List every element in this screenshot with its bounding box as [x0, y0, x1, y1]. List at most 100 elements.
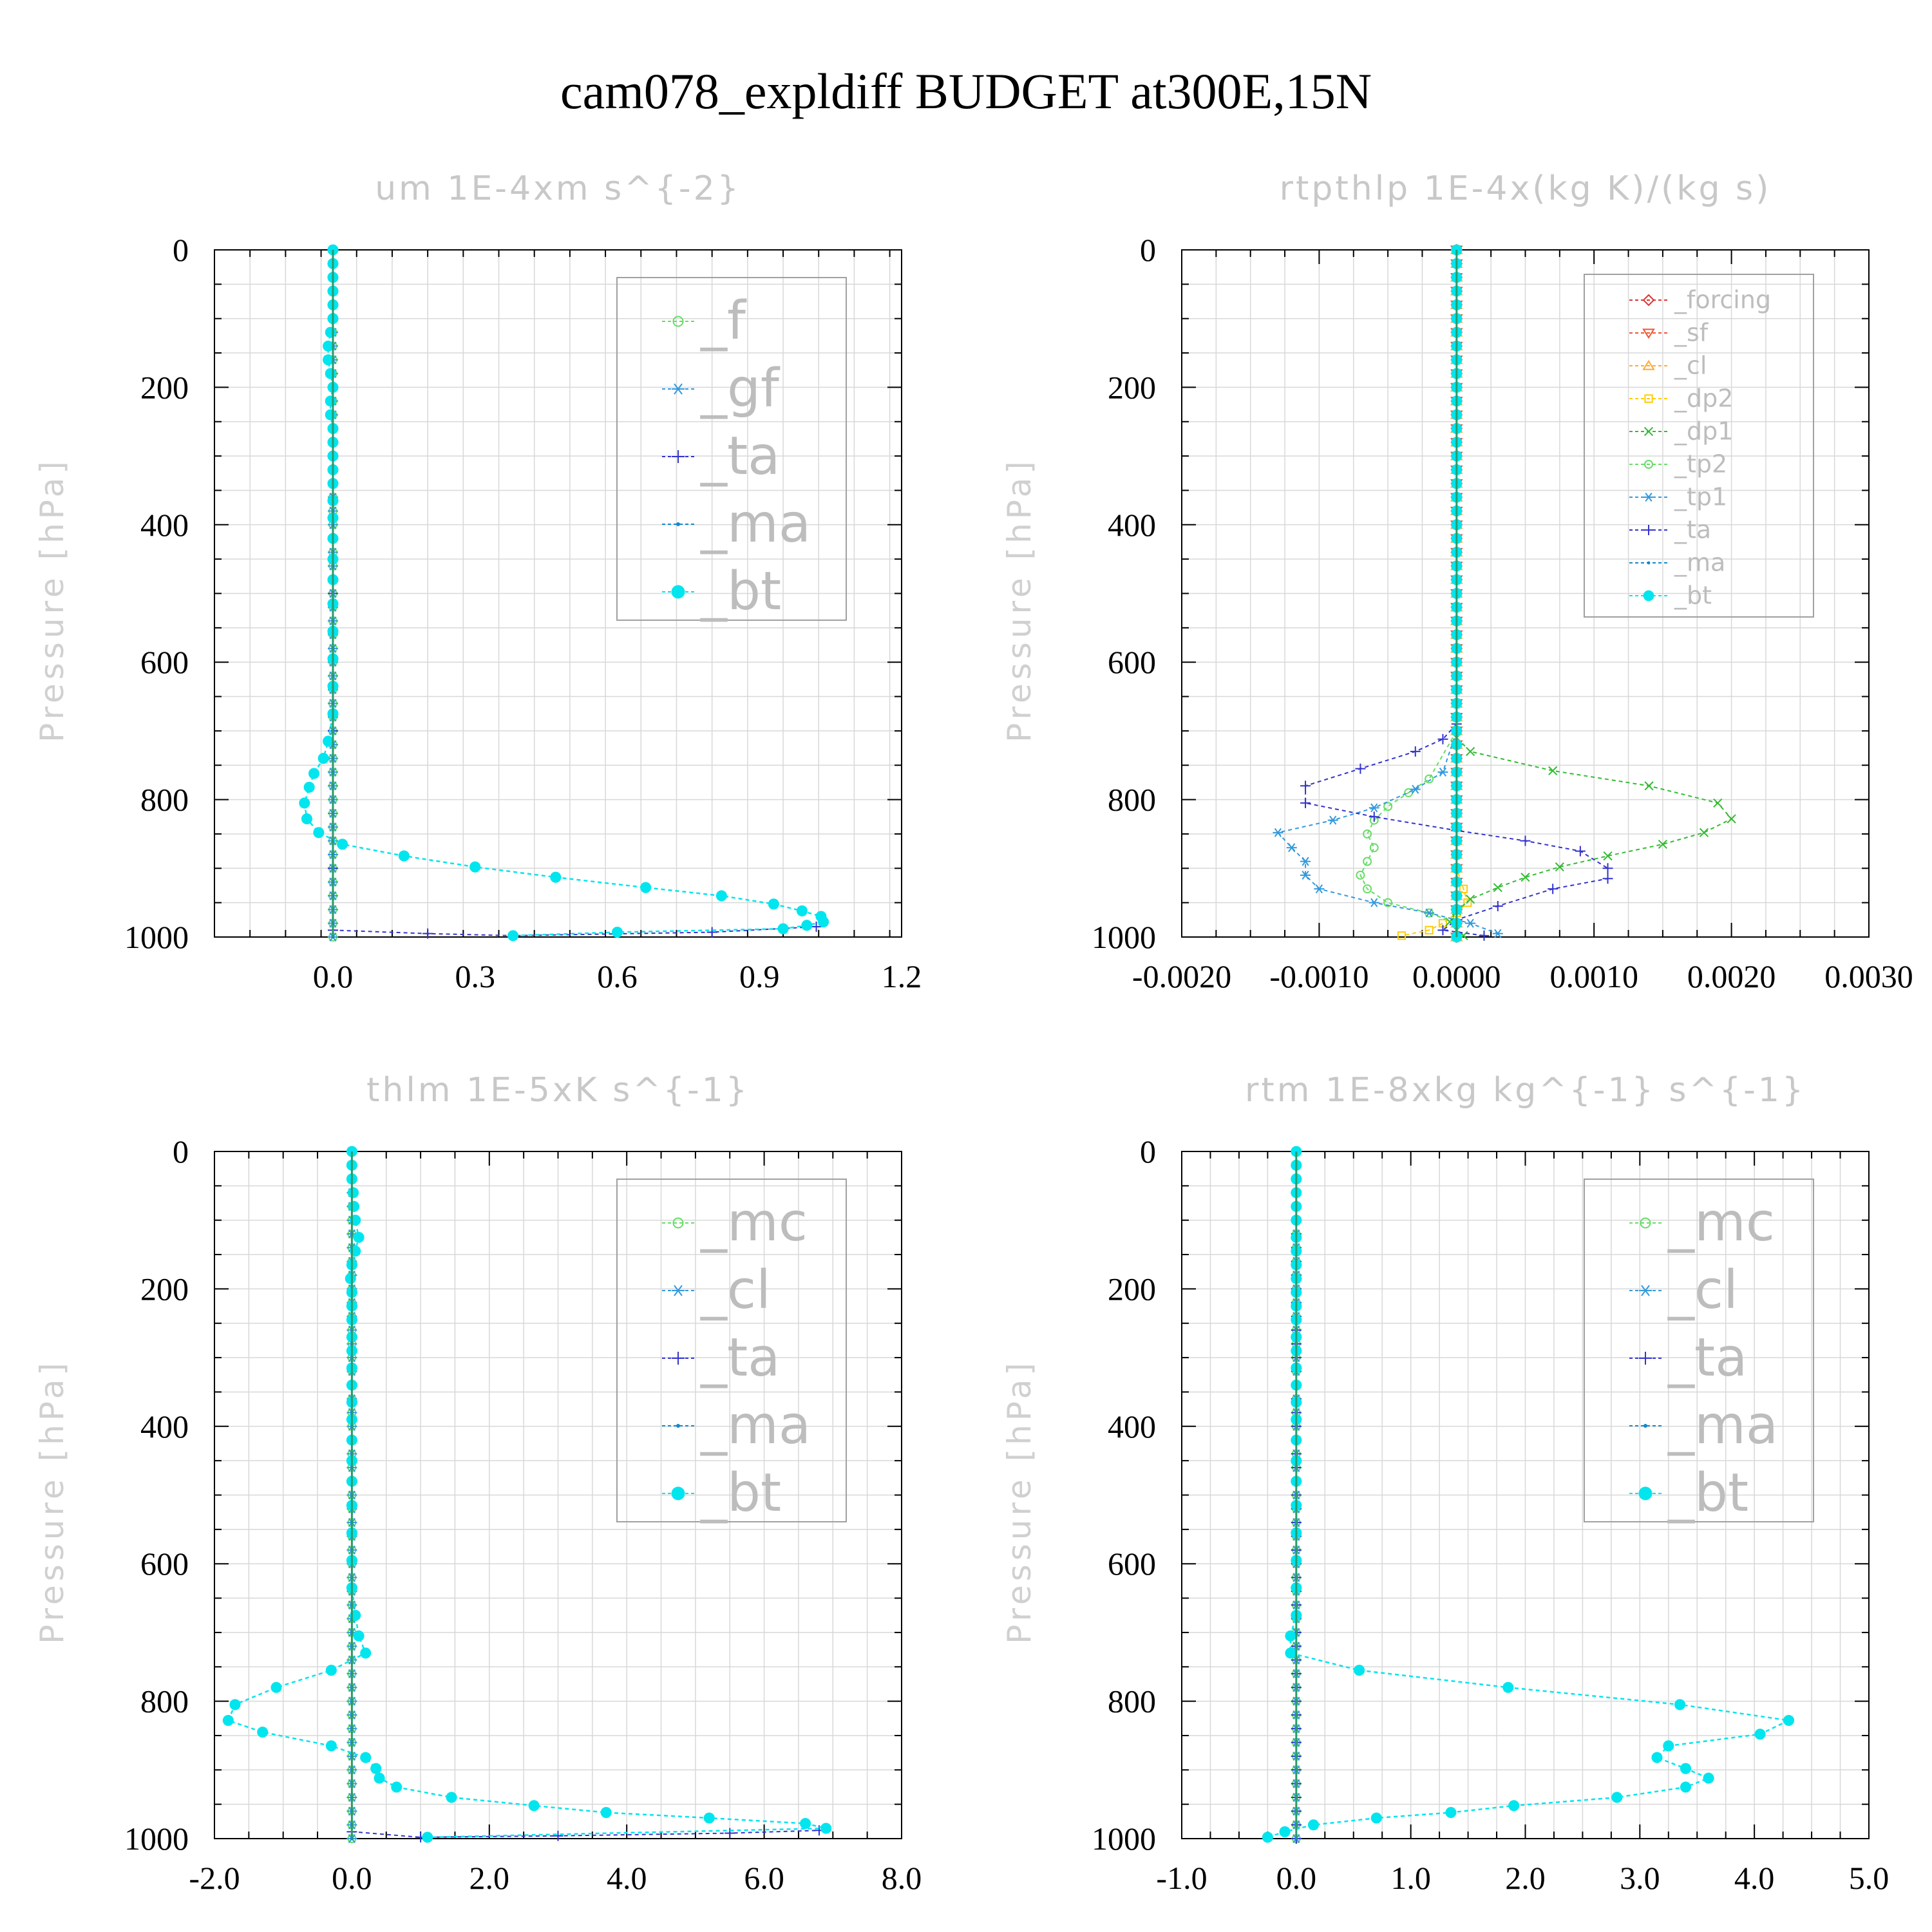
x-tick-label: 0.0000 [1412, 958, 1501, 994]
y-tick-label: 400 [140, 1408, 189, 1444]
data-point [1355, 763, 1366, 774]
data-point [640, 882, 652, 893]
data-point [1548, 766, 1558, 775]
legend-entry: _tp1 [1629, 483, 1727, 511]
x-tick-label: 0.9 [739, 958, 780, 994]
legend: _mc _cl_ta _ma _bt [1584, 1179, 1814, 1524]
y-tick-label: 0 [173, 232, 189, 268]
data-point [768, 898, 779, 910]
data-point [800, 1817, 811, 1830]
y-tick-label: 200 [1108, 1271, 1156, 1307]
legend-entry: _f [662, 290, 747, 352]
data-point [1466, 746, 1475, 757]
legend-label: _bt [700, 561, 781, 622]
data-point [1300, 781, 1311, 791]
data-point [1437, 767, 1448, 777]
y-axis-label: Pressure [hPa] [33, 1359, 71, 1644]
legend-label: _ta [1667, 1327, 1747, 1388]
legend-label: _dp1 [1674, 417, 1733, 446]
legend-entry: _ta [662, 426, 780, 487]
legend-marker [1643, 426, 1654, 437]
y-tick-label: 600 [1108, 1546, 1156, 1582]
legend-marker [672, 1285, 685, 1296]
x-tick-label: 4.0 [607, 1860, 647, 1896]
legend-marker [1638, 1486, 1653, 1501]
data-point [1314, 884, 1325, 894]
y-tick-label: 800 [140, 1683, 189, 1719]
data-point [1307, 1819, 1320, 1831]
legend-label: _f [700, 290, 747, 352]
y-tick-label: 600 [140, 1546, 189, 1582]
data-point [1603, 851, 1613, 861]
y-tick-label: 400 [1108, 1408, 1156, 1444]
legend-marker [1642, 359, 1655, 370]
legend-entry: _ta [662, 1327, 780, 1388]
data-point [323, 735, 334, 747]
y-axis-label: Pressure [hPa] [1001, 457, 1038, 743]
y-tick-label: 800 [1108, 782, 1156, 818]
legend-entry: _gf [662, 358, 781, 419]
data-point [1459, 884, 1468, 893]
y-tick-label: 1000 [1092, 919, 1156, 955]
x-tick-label: 1.0 [1390, 1860, 1431, 1896]
data-point [325, 368, 336, 379]
legend: _mc _cl_ta _ma _bt [616, 1179, 847, 1524]
data-point [360, 1752, 372, 1763]
data-point [1286, 843, 1297, 853]
data-point [1651, 1752, 1663, 1763]
y-tick-label: 200 [1108, 369, 1156, 405]
data-point [391, 1781, 402, 1793]
legend-label: _mc [700, 1192, 808, 1253]
legend-marker [671, 585, 685, 599]
data-point [1425, 925, 1434, 934]
data-point [1520, 873, 1530, 882]
y-tick-label: 1000 [124, 919, 189, 955]
legend-marker [1644, 460, 1653, 469]
data-point [303, 781, 315, 793]
legend-entry: _sf [1629, 319, 1709, 347]
legend-label: _ta [700, 1327, 780, 1388]
legend-entry: _dp1 [1629, 417, 1733, 446]
legend-entry: _cl [662, 1260, 771, 1321]
data-point [229, 1699, 241, 1710]
data-point [422, 928, 433, 939]
data-point [724, 1828, 735, 1839]
y-axis-label: Pressure [hPa] [1001, 1359, 1038, 1644]
data-point [1368, 898, 1379, 907]
data-point [1611, 1792, 1623, 1803]
y-tick-label: 0 [1140, 232, 1156, 268]
y-tick-label: 1000 [124, 1821, 189, 1857]
legend-entry: _mc [662, 1192, 808, 1253]
data-point [337, 838, 348, 850]
y-tick-label: 400 [140, 507, 189, 543]
legend-marker [1640, 1217, 1651, 1229]
x-tick-label: 0.0 [332, 1860, 372, 1896]
data-point [801, 920, 813, 931]
legend-marker [672, 450, 685, 463]
data-point [1680, 1763, 1692, 1774]
chart-panel-1: 0 200 400 600 800 1000 0.0 0.3 0.6 0.9 1.2 um 1E-4x… [33, 169, 922, 994]
data-point [1356, 870, 1365, 880]
data-point [507, 930, 519, 942]
panel-title: um 1E-4xm s^{-2} [375, 169, 741, 208]
data-point [1783, 1714, 1795, 1727]
data-point [257, 1727, 269, 1738]
data-point [1285, 1647, 1296, 1659]
legend-label: _bt [700, 1463, 781, 1524]
data-point [345, 1273, 356, 1284]
data-point [370, 1763, 382, 1774]
x-tick-label: 1.2 [882, 958, 922, 994]
data-point [1369, 843, 1379, 853]
y-tick-label: 0 [1140, 1133, 1156, 1170]
data-point [1699, 828, 1709, 837]
x-tick-label: -0.0010 [1269, 958, 1368, 994]
legend-entry: _ma [1629, 549, 1725, 577]
legend-label: _dp2 [1674, 384, 1733, 413]
data-point [703, 1812, 715, 1824]
data-point [811, 921, 822, 932]
y-tick-label: 200 [140, 1271, 189, 1307]
legend-label: _forcing [1674, 286, 1771, 314]
data-point [299, 797, 310, 809]
x-tick-label: 0.0030 [1824, 958, 1913, 994]
legend-entry: _ta [1629, 516, 1711, 544]
